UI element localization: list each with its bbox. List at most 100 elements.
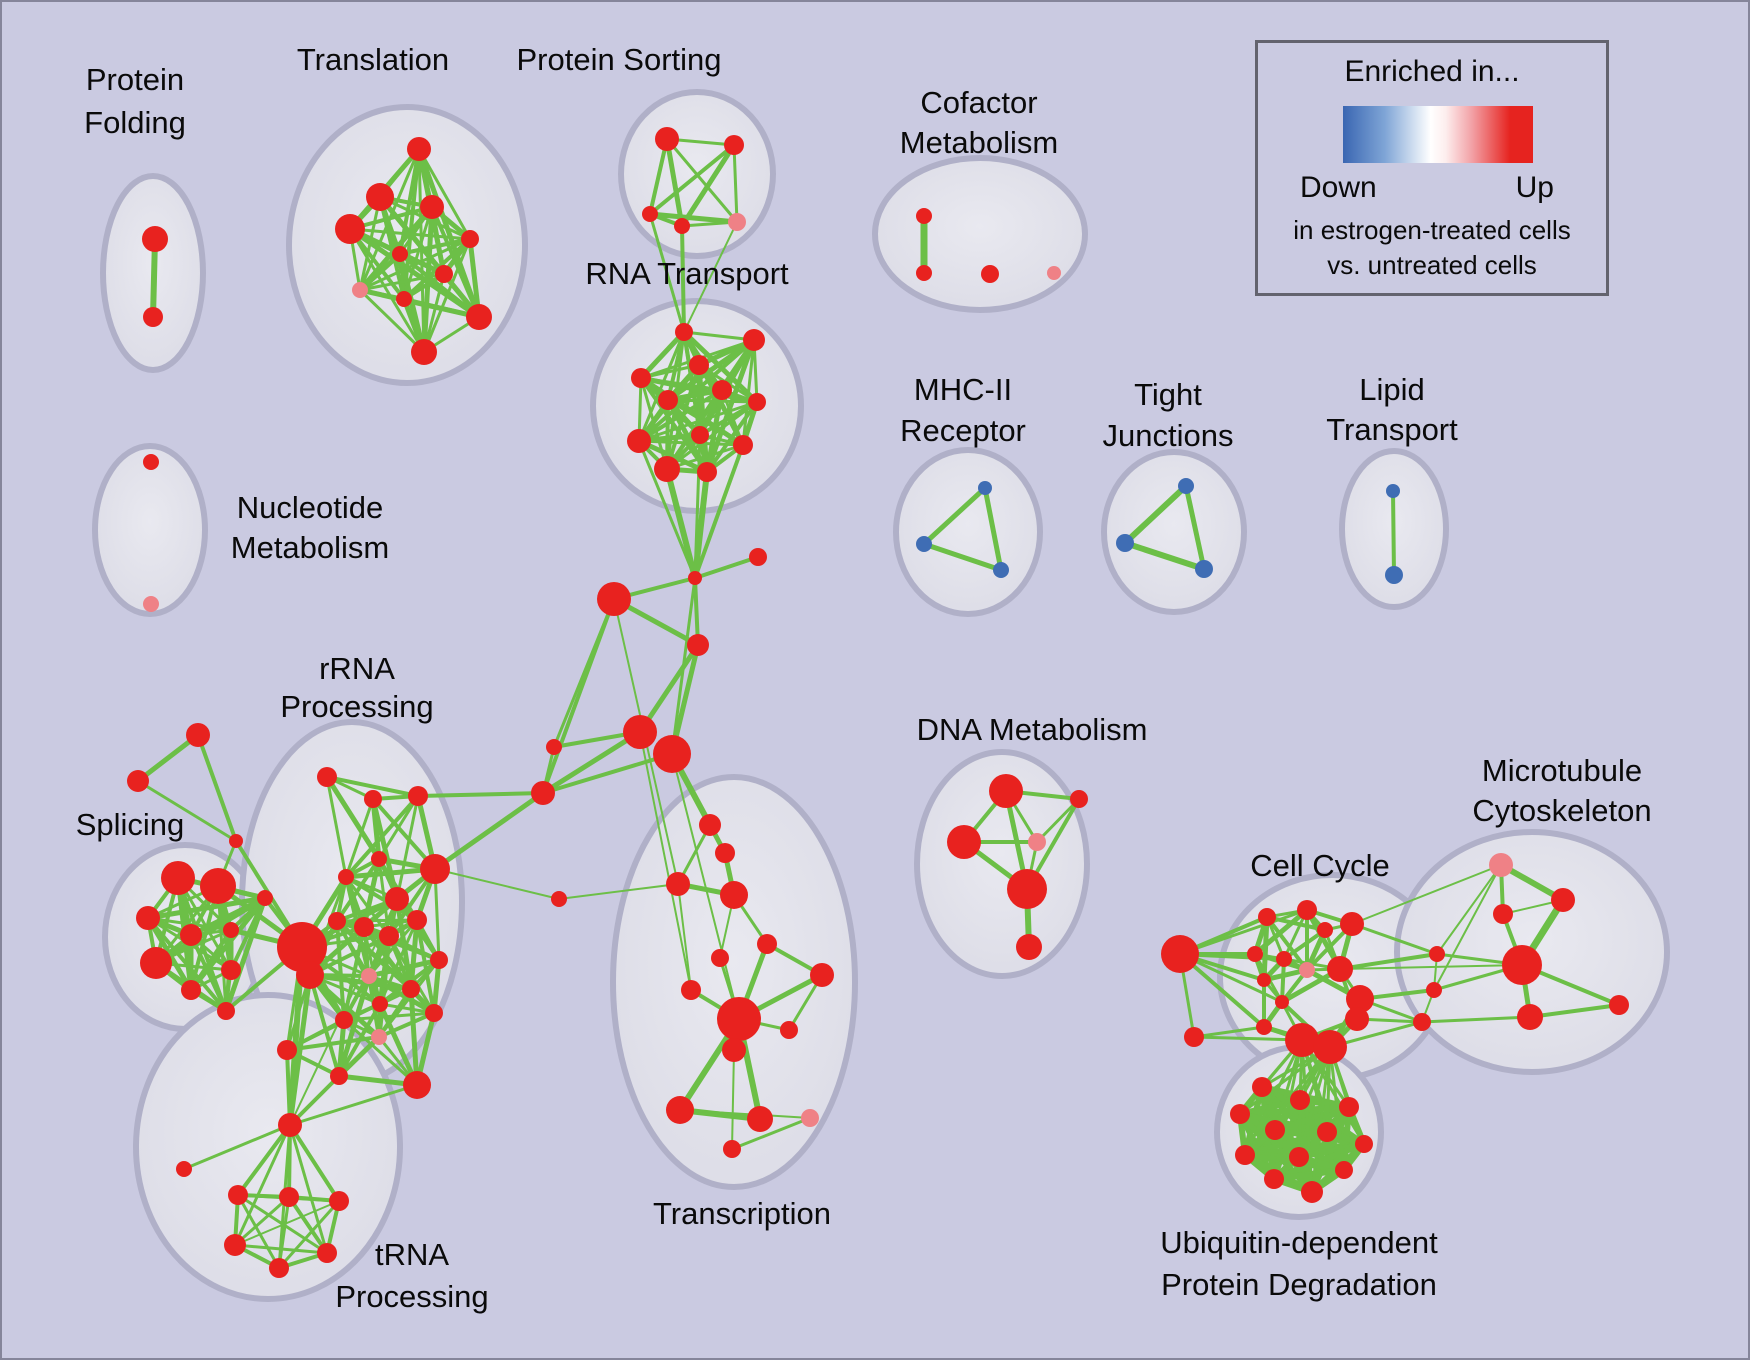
network-edge xyxy=(704,387,725,475)
cluster-label-rna-transport: RNA Transport xyxy=(585,256,789,291)
gene-set-node-up-light xyxy=(352,282,368,298)
gene-set-node-up xyxy=(981,265,999,283)
network-edge xyxy=(741,338,756,447)
gene-set-node-up xyxy=(461,230,479,248)
network-edge xyxy=(367,918,419,978)
network-edge xyxy=(1420,1015,1532,1024)
network-edge xyxy=(1351,864,1502,925)
gene-set-node-up xyxy=(720,881,748,909)
gene-set-node-down xyxy=(1385,566,1403,584)
cluster-label-mhc-ii-receptor: MHC-II xyxy=(914,372,1012,407)
network-edge xyxy=(357,251,403,293)
legend-gradient-bar xyxy=(1343,106,1533,163)
network-edge xyxy=(541,752,674,795)
gene-set-node-up xyxy=(1313,1030,1347,1064)
network-edge xyxy=(417,147,472,241)
gene-set-node-up xyxy=(666,872,690,896)
network-edge xyxy=(335,857,381,923)
gene-set-node-up xyxy=(531,781,555,805)
labels-layer: Protein Folding Translation Protein Sorting… xyxy=(76,42,1652,1314)
gene-set-node-up-light xyxy=(361,968,377,984)
network-edge xyxy=(135,732,201,784)
cluster-label-lipid-transport: Lipid xyxy=(1359,372,1425,407)
cluster-label-microtubule-cytoskeleton: Microtubule xyxy=(1482,753,1642,788)
gene-set-node-up xyxy=(1335,1161,1353,1179)
gene-set-node-up xyxy=(1258,908,1276,926)
gene-set-node-up xyxy=(296,961,324,989)
cluster-label-cofactor-metabolism: Cofactor xyxy=(920,85,1037,120)
gene-set-node-down xyxy=(978,481,992,495)
gene-set-node-up xyxy=(675,323,693,341)
gene-set-node-up xyxy=(681,980,701,1000)
gene-set-node-up xyxy=(623,715,657,749)
network-edge xyxy=(287,1195,329,1255)
gene-set-node-up xyxy=(723,1140,741,1158)
cluster-ellipse-tight-junctions xyxy=(1101,449,1247,615)
gene-set-node-up xyxy=(733,435,753,455)
gene-set-node-up xyxy=(1413,1013,1431,1031)
gene-set-node-up-light xyxy=(1047,266,1061,280)
gene-set-node-up xyxy=(653,735,691,773)
gene-set-node-up xyxy=(691,426,709,444)
gene-set-node-up xyxy=(1230,1104,1250,1124)
legend-title: Enriched in... xyxy=(1344,55,1520,88)
legend-box: Enriched in... Down Up in estrogen-treat… xyxy=(1255,40,1609,296)
gene-set-node-up xyxy=(176,1161,192,1177)
gene-set-node-up xyxy=(392,246,408,262)
network-edge xyxy=(679,1109,811,1119)
network-edge xyxy=(1350,922,1439,956)
gene-set-node-up xyxy=(228,1185,248,1205)
cluster-label-dna-metabolism: DNA Metabolism xyxy=(917,712,1148,747)
gene-set-node-up xyxy=(224,1234,246,1256)
network-edge xyxy=(1339,964,1523,970)
network-edge xyxy=(704,337,757,475)
network-edge xyxy=(325,775,420,798)
cluster-label-microtubule-cytoskeleton: Cytoskeleton xyxy=(1472,793,1651,828)
gene-set-node-up xyxy=(658,390,678,410)
gene-set-node-up xyxy=(385,887,409,911)
gene-set-node-up xyxy=(689,355,709,375)
gene-set-node-up xyxy=(749,548,767,566)
gene-set-node-up xyxy=(1317,922,1333,938)
gene-set-node-up xyxy=(666,1096,694,1124)
network-edge xyxy=(666,398,759,404)
gene-set-node-up xyxy=(1276,951,1292,967)
network-edge xyxy=(377,1011,436,1039)
cluster-label-protein-folding: Folding xyxy=(84,105,186,140)
network-edge xyxy=(1328,1045,1346,1172)
cluster-label-tight-junctions: Junctions xyxy=(1103,418,1234,453)
cluster-label-nucleotide-metabolism: Nucleotide xyxy=(237,490,383,525)
network-edge xyxy=(558,883,679,900)
network-edge xyxy=(1252,907,1310,957)
cluster-ellipse-mhc-ii-receptor xyxy=(893,447,1043,617)
cluster-ellipse-cofactor-metabolism xyxy=(872,155,1088,313)
gene-set-node-up xyxy=(371,851,387,867)
gene-set-node-up xyxy=(724,135,744,155)
network-edge xyxy=(1328,1045,1366,1146)
network-edge xyxy=(1192,1035,1304,1042)
gene-set-node-up xyxy=(1502,945,1542,985)
network-edge xyxy=(682,330,756,342)
gene-set-node-up xyxy=(317,767,337,787)
gene-set-node-up xyxy=(364,790,382,808)
gene-set-node-up xyxy=(1235,1145,1255,1165)
gene-set-node-up xyxy=(223,922,239,938)
network-edge xyxy=(398,237,472,256)
gene-set-node-up xyxy=(1297,900,1317,920)
network-edge xyxy=(671,753,740,1020)
cluster-label-rrna-processing: rRNA xyxy=(319,651,395,686)
gene-set-node-up-light xyxy=(728,213,746,231)
gene-set-node-up xyxy=(435,265,453,283)
network-edge xyxy=(415,918,436,1015)
network-edge xyxy=(336,1017,347,1079)
network-edge xyxy=(638,375,760,405)
gene-set-node-up xyxy=(1340,912,1364,936)
gene-set-node-up xyxy=(1609,995,1629,1015)
network-edge xyxy=(638,329,687,381)
gene-set-node-up-light xyxy=(1489,853,1513,877)
network-edge xyxy=(196,733,238,843)
gene-set-node-up xyxy=(1247,946,1263,962)
cluster-label-nucleotide-metabolism: Metabolism xyxy=(231,530,390,565)
gene-set-node-up xyxy=(1517,1004,1543,1030)
gene-set-node-up xyxy=(1275,995,1289,1009)
